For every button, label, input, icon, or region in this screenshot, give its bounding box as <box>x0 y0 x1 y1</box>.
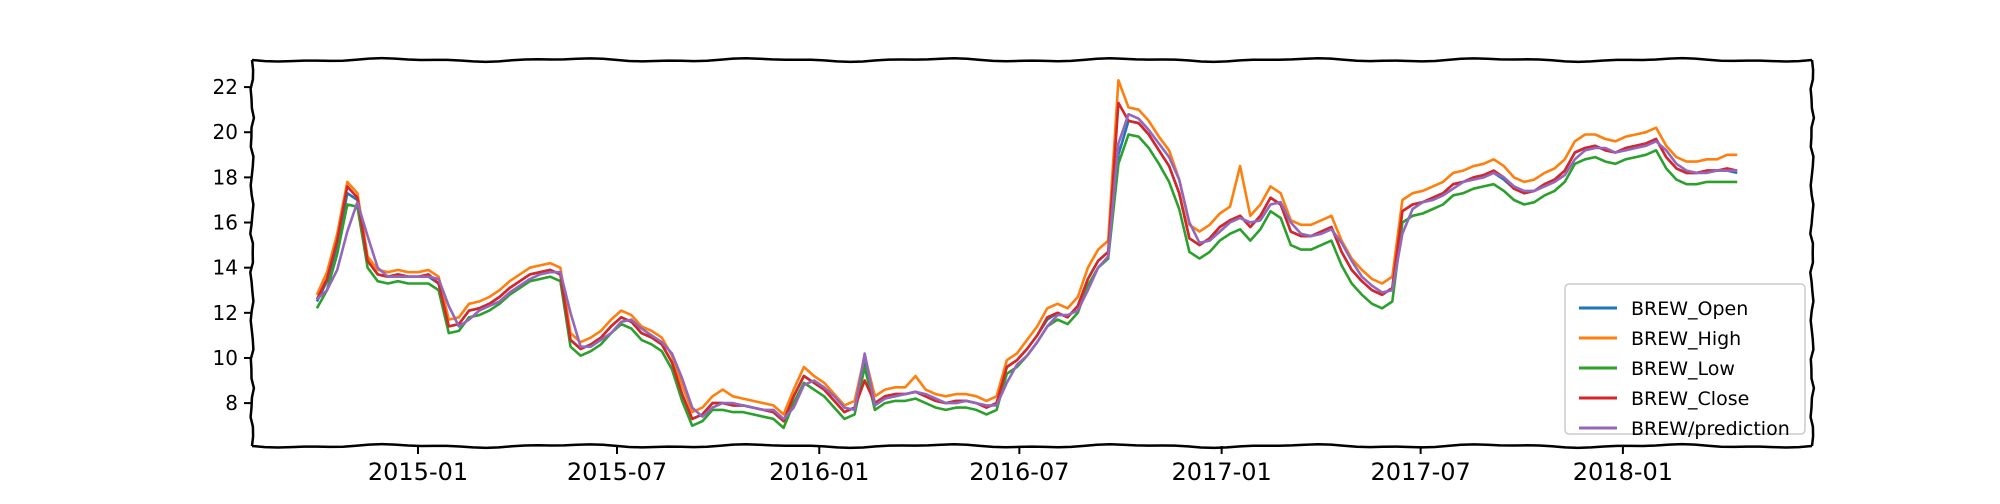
y-tick-label-0: 8 <box>225 391 238 415</box>
series-line-1 <box>315 79 1738 416</box>
legend-label-0: BREW_Open <box>1631 298 1748 320</box>
x-tick-label-0: 2015-01 <box>368 458 468 486</box>
y-tick-label-3: 14 <box>213 256 238 280</box>
x-tick-label-2: 2016-01 <box>769 458 869 486</box>
legend-label-3: BREW_Close <box>1631 388 1749 410</box>
x-tick-label-5: 2017-07 <box>1370 458 1470 486</box>
series-layer <box>315 79 1738 430</box>
y-tick-label-6: 20 <box>213 120 238 144</box>
y-tick-label-5: 18 <box>213 165 238 189</box>
series-line-3 <box>315 101 1738 423</box>
x-tick-label-4: 2017-01 <box>1172 458 1272 486</box>
y-tick-label-4: 16 <box>213 211 238 235</box>
y-axis: 8 10 12 14 16 18 20 22 <box>213 75 252 415</box>
plot-frame <box>249 56 1816 450</box>
legend: BREW_Open BREW_High BREW_Low BREW_Close BREW… <box>1564 283 1806 440</box>
series-line-2 <box>315 133 1738 430</box>
x-axis: 2015-01 2015-07 2016-01 2016-07 2017-01 2017-… <box>368 446 1673 486</box>
legend-label-2: BREW_Low <box>1631 358 1735 380</box>
series-line-4 <box>316 112 1738 421</box>
legend-box <box>1564 283 1806 435</box>
series-line-0 <box>315 119 1738 423</box>
legend-label-1: BREW_High <box>1631 328 1741 350</box>
y-tick-label-2: 12 <box>213 301 238 325</box>
x-tick-label-3: 2016-07 <box>969 458 1069 486</box>
x-tick-label-6: 2018-01 <box>1573 458 1673 486</box>
legend-label-4: BREW/prediction <box>1631 418 1790 440</box>
y-tick-label-1: 10 <box>213 346 238 370</box>
x-tick-label-1: 2015-07 <box>567 458 667 486</box>
y-tick-label-7: 22 <box>213 75 238 99</box>
